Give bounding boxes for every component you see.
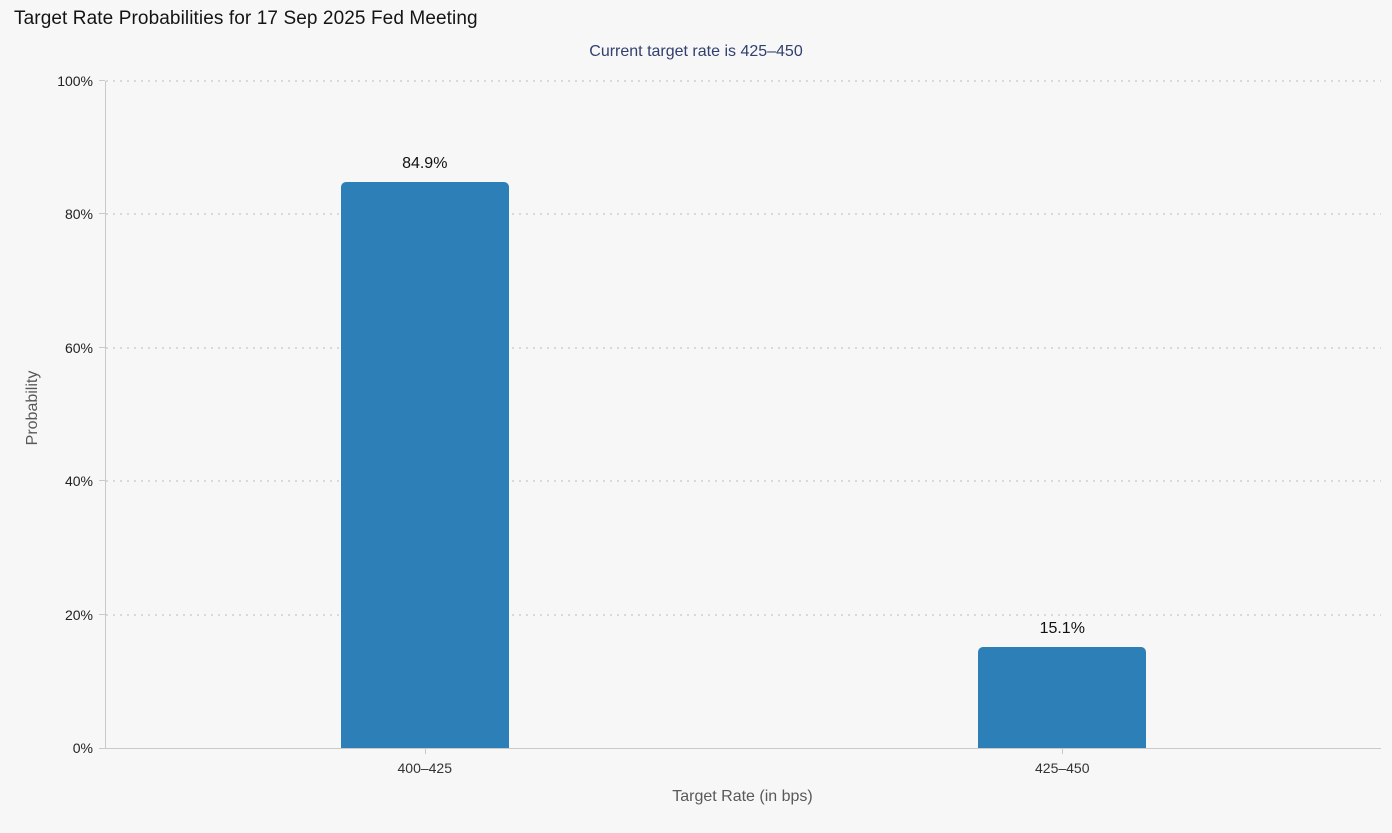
y-tick-label: 20% — [64, 606, 93, 623]
y-gridline — [106, 213, 1381, 216]
x-axis-label: Target Rate (in bps) — [672, 788, 813, 805]
plot-area: 0% 20% 40% 60% 80% 100% 84.9% 400–425 15.1% 425–4… — [57, 73, 1381, 776]
chart-title: Target Rate Probabilities for 17 Sep 202… — [14, 8, 478, 29]
bar-value-label: 15.1% — [1039, 620, 1085, 638]
y-tick-mark — [99, 748, 105, 749]
y-gridline — [106, 613, 1381, 616]
x-tick-label: 400–425 — [397, 760, 453, 776]
bar[interactable] — [340, 181, 509, 748]
y-tick-mark — [99, 480, 105, 482]
bar[interactable] — [978, 647, 1147, 748]
y-gridline — [106, 480, 1381, 483]
y-tick-label: 60% — [64, 339, 93, 356]
y-tick-mark — [99, 346, 105, 348]
y-gridline — [106, 80, 1381, 82]
y-tick-mark — [99, 80, 105, 81]
y-tick-mark — [99, 613, 105, 615]
y-tick-label: 40% — [64, 473, 93, 490]
chart-subtitle: Current target rate is 425–450 — [589, 43, 803, 60]
x-tick-label: 425–450 — [1034, 760, 1090, 776]
x-tick-mark — [424, 748, 426, 754]
y-axis-label: Probability — [24, 370, 41, 446]
y-tick-mark — [99, 213, 105, 215]
y-tick-label: 0% — [72, 740, 93, 756]
bar-value-label: 84.9% — [402, 154, 448, 172]
x-tick-mark — [1062, 748, 1064, 754]
y-tick-label: 100% — [57, 73, 93, 89]
y-gridline — [106, 346, 1381, 349]
y-tick-label: 80% — [64, 206, 93, 223]
